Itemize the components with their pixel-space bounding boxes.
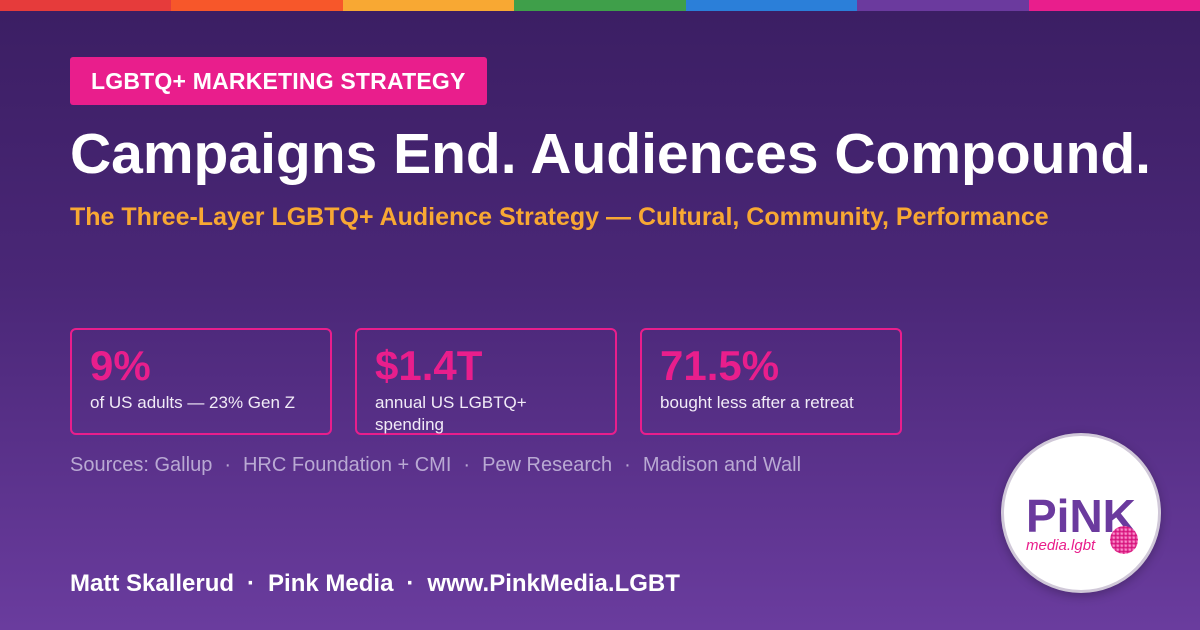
sources-line: Sources: Gallup · HRC Foundation + CMI ·… <box>70 452 801 478</box>
stat-card-retreat: 71.5% bought less after a retreat <box>640 328 902 435</box>
disco-ball-icon <box>1110 526 1138 554</box>
stat-label: bought less after a retreat <box>660 393 854 412</box>
source-separator: · <box>224 454 231 476</box>
source-item: Madison and Wall <box>642 454 802 476</box>
footer-company: Pink Media <box>268 570 394 597</box>
rainbow-red <box>0 0 172 11</box>
page-subtitle: The Three-Layer LGBTQ+ Audience Strategy… <box>70 203 1049 231</box>
logo-domain: media.lgbt <box>1026 537 1096 554</box>
rainbow-orange <box>171 0 343 11</box>
rainbow-purple <box>857 0 1029 11</box>
pink-media-logo: PiNK media.lgbt <box>1001 433 1161 593</box>
stat-card-population: 9% of US adults — 23% Gen Z <box>70 328 332 435</box>
source-item: Gallup <box>154 454 213 476</box>
stat-card-spending: $1.4T annual US LGBTQ+ spending <box>355 328 617 435</box>
stat-value: 9% <box>90 342 151 389</box>
source-item: HRC Foundation + CMI <box>242 454 452 476</box>
rainbow-stripe <box>0 0 1200 11</box>
footer-byline: Matt Skallerud · Pink Media · www.PinkMe… <box>70 569 680 599</box>
category-tag: LGBTQ+ MARKETING STRATEGY <box>70 57 487 105</box>
source-item: Pew Research <box>482 454 613 476</box>
source-separator: · <box>624 454 631 476</box>
rainbow-yellow <box>342 0 515 11</box>
stat-value: $1.4T <box>375 342 483 389</box>
footer-author: Matt Skallerud <box>70 570 235 597</box>
stat-label: annual US LGBTQ+ spending <box>375 393 527 434</box>
rainbow-blue <box>685 0 858 11</box>
pink-media-logo-mark: PiNK media.lgbt <box>1026 490 1138 554</box>
rainbow-green <box>514 0 686 11</box>
stat-value: 71.5% <box>660 342 780 389</box>
footer-separator: · <box>406 570 415 597</box>
rainbow-pink <box>1028 0 1200 11</box>
source-separator: · <box>463 454 471 476</box>
footer-separator: · <box>247 570 256 597</box>
page-title: Campaigns End. Audiences Compound. <box>70 122 1151 186</box>
stat-label: of US adults — 23% Gen Z <box>90 393 296 412</box>
sources-prefix: Sources: <box>70 454 149 476</box>
footer-url[interactable]: www.PinkMedia.LGBT <box>427 570 680 597</box>
